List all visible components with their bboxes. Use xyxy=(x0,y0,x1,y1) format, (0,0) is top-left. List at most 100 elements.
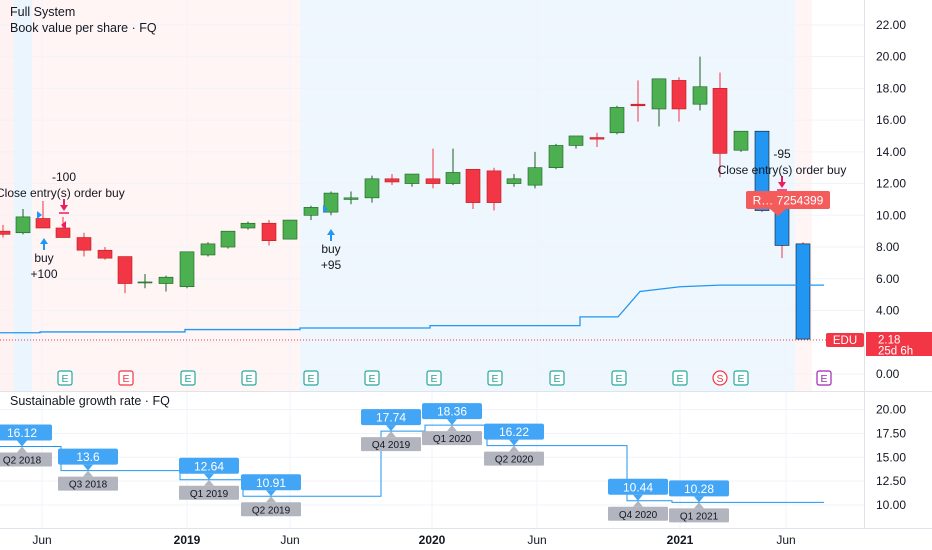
order-buy-2-label: buy xyxy=(321,242,340,256)
sgr-point[interactable]: 10.91 Q2 2019 xyxy=(241,474,301,517)
order-close-2-qty: -95 xyxy=(773,147,791,161)
sgr-point[interactable]: 10.44 Q4 2020 xyxy=(608,478,668,521)
event-letter: E xyxy=(245,373,252,385)
sgr-point[interactable]: 10.28 Q1 2021 xyxy=(669,480,729,523)
sgr-point[interactable]: 17.74 Q4 2019 xyxy=(361,409,421,452)
candle xyxy=(76,232,92,257)
candle xyxy=(179,251,195,289)
candles xyxy=(0,56,811,340)
event-letter: S xyxy=(716,373,723,385)
position-label-text: R… 7254399 xyxy=(753,194,824,208)
earnings-event[interactable]: E xyxy=(487,370,503,386)
sgr-point[interactable]: 12.64 Q1 2019 xyxy=(179,457,239,500)
sgr-quarter: Q4 2019 xyxy=(372,440,411,451)
candle xyxy=(97,247,113,260)
event-letter: E xyxy=(737,373,744,385)
candle xyxy=(548,143,564,170)
event-letter: E xyxy=(491,373,498,385)
event-letter: E xyxy=(307,373,314,385)
candle xyxy=(671,77,687,122)
sgr-tick: 17.50 xyxy=(876,426,906,440)
order-close-2-label: Close entry(s) order buy xyxy=(718,163,847,177)
band-1 xyxy=(14,0,32,391)
earnings-event[interactable]: E xyxy=(118,370,134,386)
candle xyxy=(220,230,236,249)
candle xyxy=(404,173,420,187)
time-tick: Jun xyxy=(776,533,795,547)
candle xyxy=(445,148,461,186)
order-buy-1-label: buy xyxy=(34,251,53,265)
ticker-label[interactable]: EDU 2.18 25d 6h xyxy=(0,332,932,358)
candle xyxy=(712,72,728,178)
time-axis[interactable]: Jun 2019 Jun 2020 Jun 2021 Jun xyxy=(32,533,795,547)
earnings-event[interactable]: E xyxy=(303,370,319,386)
candle xyxy=(364,175,380,203)
candle xyxy=(240,221,256,230)
order-buy-1[interactable]: buy +100 xyxy=(30,238,58,281)
earnings-event[interactable]: E xyxy=(733,370,749,386)
order-buy-1-qty: +100 xyxy=(30,267,57,281)
earnings-event[interactable]: E xyxy=(180,370,196,386)
sgr-tick: 12.50 xyxy=(876,474,906,488)
earnings-event[interactable]: E xyxy=(426,370,442,386)
sgr-point[interactable]: 16.12 Q2 2018 xyxy=(0,424,52,467)
price-axis[interactable]: 22.00 20.00 18.00 16.00 14.00 12.00 10.00 8.00 6… xyxy=(876,18,906,381)
sgr-point[interactable]: 16.22 Q2 2020 xyxy=(484,423,544,466)
ticker-last-price: 2.18 xyxy=(878,335,900,347)
candle xyxy=(282,219,298,240)
order-close-1[interactable]: -100 Close entry(s) order buy xyxy=(0,170,125,214)
earnings-event[interactable]: E xyxy=(611,370,627,386)
candle xyxy=(486,167,502,211)
earnings-event[interactable]: E xyxy=(816,370,832,386)
sgr-point[interactable]: 13.6 Q3 2018 xyxy=(58,448,118,491)
strategy-bands xyxy=(0,0,812,391)
candle xyxy=(651,78,667,127)
order-close-2[interactable]: -95 Close entry(s) order buy xyxy=(718,147,847,191)
price-tick: 16.00 xyxy=(876,113,906,127)
sgr-value: 10.91 xyxy=(256,476,286,490)
event-letter: E xyxy=(184,373,191,385)
candle xyxy=(15,208,31,235)
time-tick: Jun xyxy=(32,533,51,547)
earnings-event[interactable]: E xyxy=(57,370,73,386)
sgr-value: 10.44 xyxy=(623,480,653,494)
event-letter: E xyxy=(820,373,827,385)
candle xyxy=(0,224,11,238)
time-tick: 2020 xyxy=(419,533,446,547)
earnings-event[interactable]: E xyxy=(364,370,380,386)
earnings-event[interactable]: E xyxy=(241,370,257,386)
split-event[interactable]: S xyxy=(712,370,728,386)
candle xyxy=(343,191,359,205)
event-letter: E xyxy=(676,373,683,385)
position-label[interactable]: R… 7254399 xyxy=(746,191,830,216)
time-tick: Jun xyxy=(527,533,546,547)
order-buy-2[interactable]: buy +95 xyxy=(321,229,342,272)
main-indicator-title[interactable]: Book value per share · FQ xyxy=(10,21,157,35)
sgr-point[interactable]: 18.36 Q1 2020 xyxy=(422,403,482,446)
candle xyxy=(568,135,584,149)
price-tick: 0.00 xyxy=(876,367,900,381)
book-value-line xyxy=(0,284,824,334)
price-tick: 22.00 xyxy=(876,18,906,32)
order-markers: buy +100 -100 Close entry(s) order buy buy +9… xyxy=(0,147,846,281)
price-tick: 6.00 xyxy=(876,272,900,286)
candle xyxy=(200,242,216,257)
sgr-quarter: Q2 2019 xyxy=(252,505,291,516)
candle xyxy=(323,191,339,216)
sgr-quarter: Q1 2021 xyxy=(680,511,719,522)
event-letter: E xyxy=(615,373,622,385)
sgr-quarter: Q2 2020 xyxy=(495,455,534,466)
earnings-event[interactable]: E xyxy=(549,370,565,386)
price-tick: 10.00 xyxy=(876,208,906,222)
sgr-value: 13.6 xyxy=(76,450,100,464)
earnings-event[interactable]: E xyxy=(672,370,688,386)
sgr-series: 16.12 Q2 2018 13.6 Q3 2018 12.64 Q1 2019 10.91… xyxy=(0,403,824,523)
candle xyxy=(733,130,749,152)
chart-legend: Full System Book value per share · FQ xyxy=(10,4,157,36)
sgr-axis[interactable]: 20.00 17.50 15.00 12.50 10.00 xyxy=(876,403,906,513)
lower-indicator-title[interactable]: Sustainable growth rate · FQ xyxy=(10,394,170,408)
candle xyxy=(506,174,522,187)
chart-title[interactable]: Full System xyxy=(10,5,76,19)
